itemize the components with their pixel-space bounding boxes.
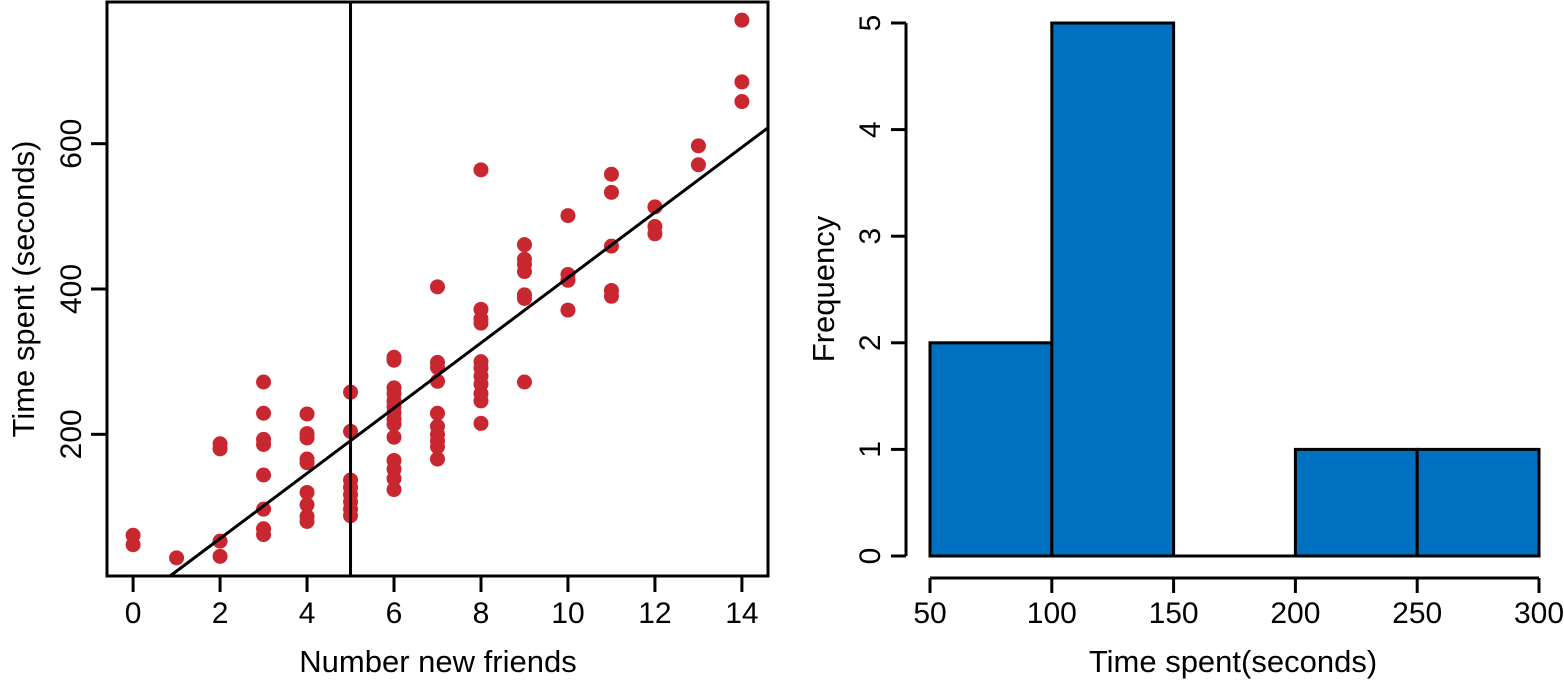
scatter-y-tick-label: 200 [55, 409, 88, 459]
regression-line [169, 126, 769, 578]
scatter-point [734, 94, 750, 110]
scatter-point [603, 288, 619, 304]
scatter-point [430, 279, 445, 295]
histogram-bar [1293, 447, 1419, 558]
histogram-y-tick-label: 5 [854, 15, 887, 32]
histogram-y-axis: 0 1 2 3 4 5 [854, 15, 908, 565]
scatter-point [256, 467, 272, 483]
scatter-point [256, 501, 272, 517]
histogram-x-axis-title: Time spent(seconds) [1089, 644, 1377, 679]
scatter-y-axis: 200 400 600 [55, 119, 109, 459]
scatter-point [386, 352, 402, 368]
scatter-x-tick-label: 12 [638, 597, 671, 630]
scatter-point [299, 430, 315, 446]
scatter-point [256, 374, 272, 390]
scatter-point [299, 455, 315, 471]
scatter-x-tick-label: 8 [473, 597, 490, 630]
histogram-panel: 50 100 150 200 250 300 0 1 2 3 4 5 Time spent(seco… [806, 15, 1564, 679]
scatter-point [212, 441, 228, 457]
scatter-point [734, 74, 750, 90]
scatter-point [212, 548, 228, 564]
scatter-point [386, 482, 402, 498]
scatter-point [516, 374, 532, 390]
scatter-x-axis-title: Number new friends [299, 644, 576, 679]
scatter-point [516, 290, 532, 306]
histogram-bar [928, 341, 1054, 558]
histogram-y-axis-title: Frequency [806, 215, 841, 362]
histogram-x-tick-label: 50 [913, 597, 946, 630]
scatter-point [473, 315, 489, 331]
scatter-point [473, 393, 489, 409]
scatter-point [299, 484, 315, 500]
histogram-bars [928, 21, 1541, 558]
scatter-point [516, 237, 532, 253]
scatter-x-tick-label: 2 [212, 597, 229, 630]
scatter-point [473, 415, 489, 431]
scatter-point [256, 527, 272, 543]
scatter-point [430, 451, 445, 467]
scatter-point [560, 208, 576, 224]
scatter-x-tick-label: 14 [725, 597, 758, 630]
histogram-y-tick-label: 4 [854, 121, 887, 138]
scatter-point [256, 405, 272, 421]
scatter-x-tick-label: 6 [386, 597, 403, 630]
scatter-point [473, 162, 489, 178]
scatter-point [690, 138, 706, 154]
scatter-x-axis: 0 2 4 6 8 10 12 14 [125, 574, 759, 630]
histogram-x-tick-label: 100 [1027, 597, 1077, 630]
scatter-point [603, 166, 619, 182]
histogram-y-tick-label: 3 [854, 228, 887, 245]
scatter-point [647, 226, 663, 242]
histogram-x-tick-label: 300 [1514, 597, 1564, 630]
scatter-point [386, 429, 402, 445]
scatter-point [560, 302, 576, 318]
histogram-x-tick-label: 150 [1149, 597, 1199, 630]
scatter-point [169, 550, 185, 566]
scatter-x-tick-label: 10 [551, 597, 584, 630]
scatter-y-axis-title: Time spent (seconds) [6, 141, 41, 438]
histogram-x-axis: 50 100 150 200 250 300 [913, 576, 1564, 630]
scatter-point [299, 406, 315, 422]
scatter-plot-panel: 0 2 4 6 8 10 12 14 200 400 600 Number new friends… [6, 0, 770, 679]
histogram-y-tick-label: 0 [854, 548, 887, 565]
scatter-point [386, 416, 402, 432]
scatter-x-tick-label: 0 [125, 597, 142, 630]
scatter-point [125, 537, 141, 553]
histogram-y-tick-label: 1 [854, 441, 887, 458]
scatter-point [430, 405, 445, 421]
scatter-point [256, 436, 272, 452]
scatter-point [603, 184, 619, 200]
scatter-y-tick-label: 600 [55, 119, 88, 169]
histogram-bar [1415, 447, 1541, 558]
scatter-point [516, 264, 532, 280]
scatter-point [430, 439, 445, 455]
histogram-bar [1050, 21, 1176, 558]
histogram-x-tick-label: 200 [1270, 597, 1320, 630]
scatter-points [125, 12, 750, 566]
scatter-point [386, 471, 402, 487]
scatter-y-tick-label: 400 [55, 264, 88, 314]
scatter-x-tick-label: 4 [299, 597, 316, 630]
scatter-point [690, 157, 706, 173]
scatter-point [299, 514, 315, 530]
histogram-x-tick-label: 250 [1392, 597, 1442, 630]
histogram-y-tick-label: 2 [854, 334, 887, 351]
scatter-point [299, 497, 315, 513]
scatter-point [734, 12, 750, 28]
